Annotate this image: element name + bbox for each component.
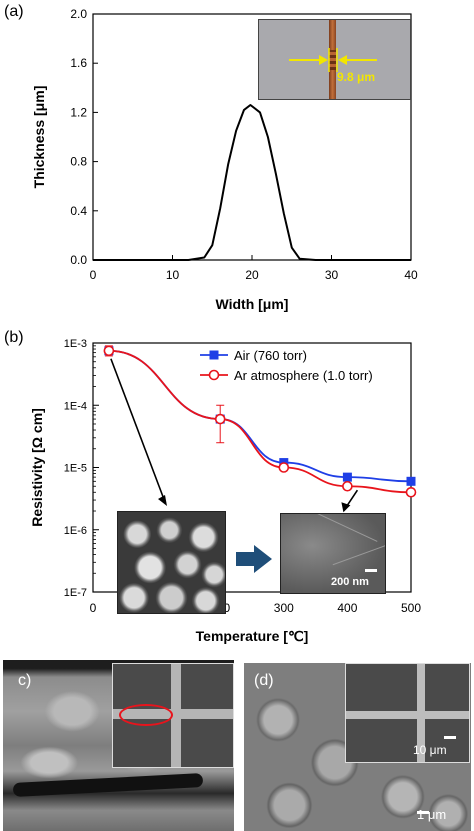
legend-entry: Ar atmosphere (1.0 torr) [234, 368, 373, 383]
y-tick-label: 1E-6 [64, 525, 87, 537]
series-line-ar [108, 349, 412, 494]
y-tick-label: 0.8 [70, 155, 87, 169]
resistivity-chart: 01002003004005001E-71E-61E-51E-41E-3Temp… [29, 338, 421, 644]
air-data-point [406, 476, 416, 486]
ar-data-point [103, 345, 115, 357]
x-tick-label: 0 [90, 268, 97, 282]
legend-entry: Air (760 torr) [234, 348, 307, 363]
x-tick-label: 400 [337, 601, 357, 615]
y-tick-label: 1E-3 [64, 338, 87, 350]
ar-data-point [214, 413, 226, 425]
ar-data-point [405, 486, 417, 498]
y-axis-label: Resistivity [Ω cm] [29, 408, 45, 527]
sem-inset-d: 10 μm [345, 663, 470, 763]
legend-marker [208, 369, 220, 381]
scale-bar-d [417, 811, 429, 814]
x-tick-label: 40 [404, 268, 418, 282]
x-tick-label: 500 [401, 601, 421, 615]
sem-image-high-temp: 200 nm [280, 513, 386, 594]
x-tick-label: 300 [274, 601, 294, 615]
width-arrows [289, 48, 377, 72]
panel-d-label: (d) [254, 672, 274, 689]
width-value-label: 9.8 μm [337, 70, 376, 84]
x-axis-label: Width [μm] [216, 296, 289, 312]
y-tick-label: 1.6 [70, 56, 87, 70]
panel-a-label: (a) [4, 3, 24, 20]
ar-data-point [342, 480, 353, 492]
sem-inset-c [112, 663, 234, 768]
thickness-chart: 0 10 20 30 40 0.0 0.4 0.8 1.2 1.6 2.0 Width [μm] Thi… [31, 7, 418, 312]
ar-data-point [278, 462, 290, 473]
panel-d-scale-label: 1 μm [417, 807, 447, 822]
y-tick-label: 0.0 [70, 253, 87, 267]
x-tick-label: 10 [166, 268, 180, 282]
legend-marker [209, 350, 219, 360]
pointer-arrowhead [158, 495, 167, 506]
air-data-point [342, 472, 352, 482]
thickness-profile-line [93, 104, 411, 261]
defect-ellipse [119, 704, 173, 726]
panel-b-label: (b) [4, 329, 24, 346]
y-tick-label: 1E-5 [64, 463, 87, 475]
sem-scale-label: 200 nm [331, 576, 369, 588]
y-tick-label: 1E-7 [64, 587, 87, 599]
crack [12, 773, 204, 797]
panel-c-label: c) [18, 672, 32, 689]
x-tick-label: 30 [325, 268, 339, 282]
scale-bar [365, 569, 377, 572]
transition-arrow [236, 545, 272, 573]
pointer-arrowhead [341, 502, 351, 513]
y-tick-label: 2.0 [70, 7, 87, 21]
y-tick-label: 0.4 [70, 204, 87, 218]
x-tick-label: 20 [245, 268, 259, 282]
y-axis-label: Thickness [μm] [31, 86, 47, 189]
x-axis-label: Temperature [℃] [196, 628, 309, 644]
pointer-arrow [110, 358, 166, 503]
y-tick-label: 1E-4 [64, 400, 87, 412]
x-tick-label: 0 [90, 601, 97, 615]
sem-image-low-temp [117, 511, 226, 614]
width-inset-image: 9.8 μm [258, 19, 411, 100]
inset-d-scale-label: 10 μm [413, 743, 447, 757]
y-tick-label: 1.2 [70, 105, 87, 119]
